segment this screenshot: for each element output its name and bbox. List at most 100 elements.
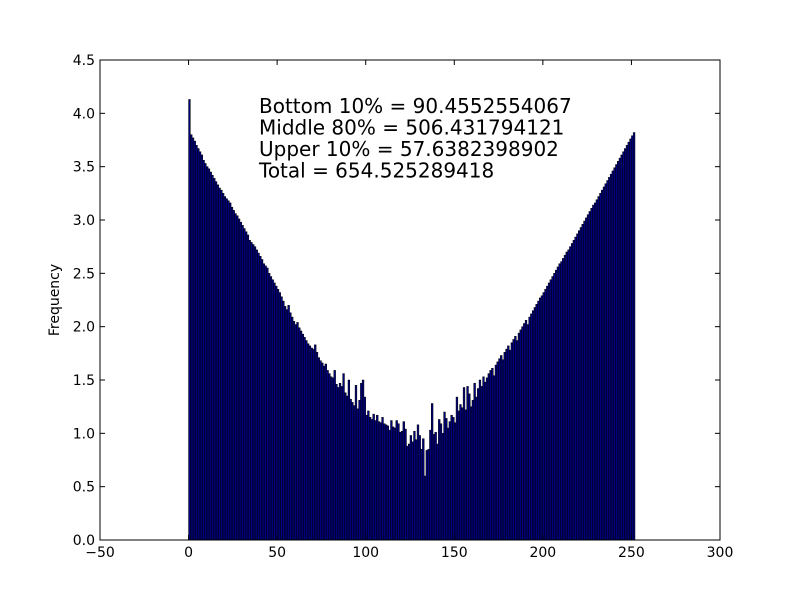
histogram-bar — [535, 304, 538, 541]
histogram-bar — [526, 324, 529, 541]
histogram-bar — [367, 410, 370, 541]
histogram-bar — [597, 196, 600, 541]
histogram-bar — [473, 382, 476, 541]
histogram-bar — [241, 225, 244, 541]
histogram-bar — [273, 282, 276, 541]
histogram-bar — [381, 417, 384, 541]
histogram-bar — [402, 421, 405, 541]
histogram-bar — [400, 430, 404, 541]
y-tick-label: 1.0 — [73, 426, 95, 442]
histogram-bar — [353, 405, 356, 541]
histogram-bar — [484, 381, 487, 541]
histogram-bar — [572, 240, 575, 541]
histogram-bar — [423, 475, 427, 541]
histogram-bar — [331, 377, 335, 541]
histogram-bar — [379, 422, 382, 541]
histogram-bar — [312, 348, 315, 541]
histogram-bar — [338, 382, 342, 541]
histogram-bar — [503, 352, 506, 541]
histogram-bar — [230, 206, 234, 541]
histogram-bar — [370, 419, 374, 541]
histogram-bar — [583, 220, 586, 541]
histogram-bar — [374, 420, 377, 541]
histogram-bar — [262, 263, 265, 541]
histogram-bar — [248, 240, 251, 541]
histogram-bar — [461, 407, 464, 541]
histogram-bar — [250, 242, 253, 541]
histogram-bar — [216, 184, 219, 541]
histogram-bar — [450, 414, 453, 541]
histogram-bar — [211, 174, 214, 541]
histogram-bar — [523, 323, 526, 541]
histogram-bar — [604, 183, 607, 541]
histogram-bar — [593, 202, 597, 541]
histogram-bar — [420, 449, 423, 541]
histogram-bar — [319, 360, 322, 541]
histogram-bar — [190, 134, 193, 541]
histogram-bar — [459, 404, 462, 541]
histogram-bar — [330, 376, 333, 541]
histogram-bar — [608, 177, 611, 541]
y-tick-label: 3.0 — [73, 213, 95, 229]
histogram-bar — [191, 137, 195, 541]
histogram-bar — [586, 214, 590, 541]
histogram-bar — [620, 154, 623, 541]
histogram-bar — [264, 265, 267, 541]
histogram-bar — [289, 312, 292, 541]
x-tick-label: 100 — [352, 545, 379, 561]
histogram-bar — [252, 244, 255, 541]
histogram-bar — [377, 421, 381, 541]
histogram-bar — [454, 422, 457, 541]
histogram-bar — [397, 423, 400, 541]
histogram-bar — [491, 368, 494, 541]
histogram-bar — [225, 198, 228, 541]
x-tick-label: 250 — [618, 545, 645, 561]
histogram-bar — [197, 148, 200, 541]
histogram-bar — [384, 424, 388, 541]
histogram-bar — [213, 178, 216, 541]
histogram-bar — [207, 168, 211, 541]
histogram-bar — [563, 254, 567, 541]
y-tick-label: 0.0 — [73, 533, 95, 549]
histogram-bar — [432, 434, 436, 541]
histogram-bar — [542, 292, 545, 541]
histogram-bar — [549, 279, 552, 541]
histogram-bar — [283, 306, 287, 541]
histogram-bar — [480, 386, 483, 541]
histogram-bar — [223, 196, 227, 541]
histogram-bar — [195, 145, 198, 541]
histogram-bar — [524, 320, 528, 541]
histogram-bar — [533, 307, 537, 541]
histogram-bar — [209, 171, 212, 541]
histogram-bar — [540, 295, 544, 541]
histogram-bar — [361, 379, 365, 541]
histogram-bar — [478, 379, 482, 541]
histogram-bar — [298, 327, 301, 541]
histogram-bar — [301, 333, 304, 541]
y-tick-label: 2.0 — [73, 320, 95, 336]
histogram-bar — [448, 421, 451, 541]
histogram-bar — [308, 345, 312, 541]
histogram-bar — [347, 379, 351, 541]
histogram-bar — [315, 352, 319, 541]
histogram-bar — [602, 186, 606, 541]
x-tick-label: −50 — [85, 545, 115, 561]
histogram-bar — [477, 388, 480, 541]
histogram-bar — [445, 418, 448, 541]
histogram-bar — [443, 411, 446, 541]
histogram-bar — [392, 426, 395, 541]
histogram-bar — [521, 326, 524, 541]
histogram-bar — [363, 396, 366, 541]
annotation-line: Bottom 10% = 90.4552554067 — [259, 94, 572, 118]
histogram-bar — [469, 406, 473, 541]
histogram-bar — [291, 316, 294, 541]
histogram-bar — [393, 427, 397, 541]
histogram-bar — [519, 329, 522, 541]
histogram-bar — [369, 417, 372, 541]
histogram-bar — [498, 358, 501, 541]
histogram-bar — [218, 187, 221, 541]
histogram-bar — [360, 382, 363, 541]
histogram-bar — [493, 375, 496, 541]
histogram-bar — [482, 376, 485, 541]
